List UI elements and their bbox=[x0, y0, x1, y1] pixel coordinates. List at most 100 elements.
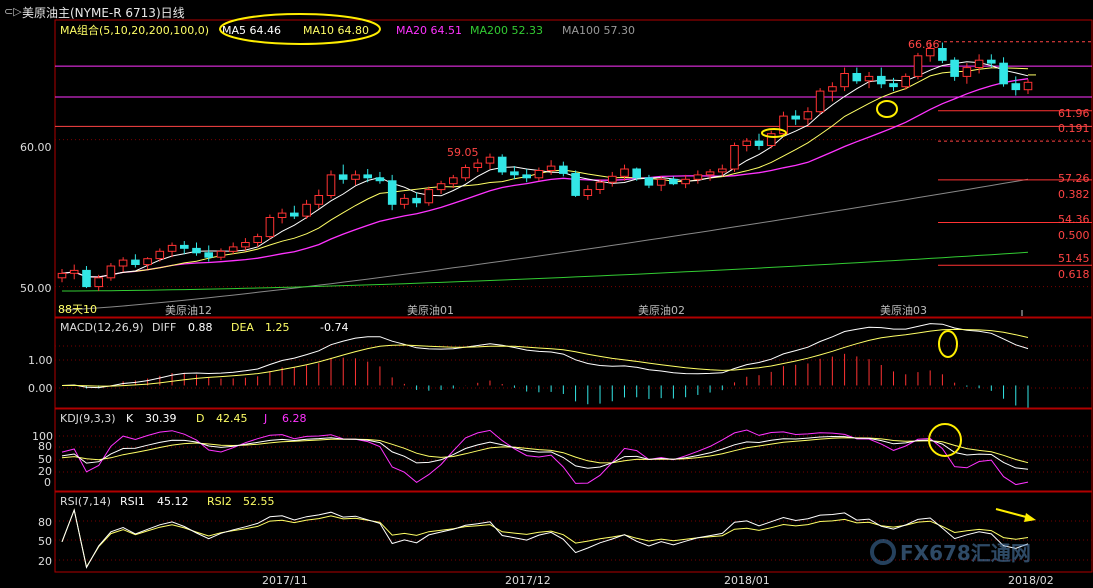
candle-up bbox=[840, 73, 849, 88]
candle-up bbox=[925, 48, 935, 57]
rsi1-label: RSI1 bbox=[120, 495, 145, 508]
fib-ratio-4: 0.618 bbox=[1058, 268, 1090, 281]
ma-highlight-ellipse bbox=[219, 13, 381, 45]
candle-up bbox=[815, 90, 825, 113]
kdj-d-value: 42.45 bbox=[216, 412, 248, 425]
candle-up bbox=[155, 250, 165, 260]
rsi-panel-frame bbox=[54, 491, 1093, 573]
ma20-line bbox=[61, 78, 1029, 278]
candle-up bbox=[302, 203, 311, 217]
candle-up bbox=[608, 175, 617, 183]
rsi2-line bbox=[61, 508, 1029, 569]
price-tick-60: 60.00 bbox=[20, 141, 52, 154]
macd-dea-line bbox=[61, 328, 1029, 387]
candle-down bbox=[950, 59, 959, 77]
kdj-tick-50: 50 bbox=[38, 453, 52, 466]
contract-label-02: 美原油02 bbox=[638, 303, 685, 317]
candles bbox=[57, 41, 1036, 292]
chart-window-icon[interactable]: ⊂▷ bbox=[4, 5, 22, 18]
candle-up bbox=[693, 174, 703, 180]
candle-down bbox=[290, 212, 299, 217]
window-title: 美原油主(NYME-R 6713)日线 bbox=[22, 6, 185, 20]
candle-down bbox=[1011, 83, 1021, 91]
candle-up bbox=[1023, 81, 1033, 91]
kdj-k-line bbox=[61, 435, 1029, 470]
candle-up bbox=[265, 217, 275, 238]
candle-up bbox=[742, 140, 752, 147]
kdj-tick-100: 100 bbox=[32, 430, 53, 443]
fib-ratio-1: 0.191 bbox=[1058, 122, 1090, 135]
candle-up bbox=[118, 259, 128, 267]
kdj-tick-20: 20 bbox=[38, 465, 52, 478]
contract-label-12: 美原油12 bbox=[165, 303, 212, 317]
candle-up bbox=[449, 177, 458, 185]
highlight-ellipse-flat bbox=[761, 128, 787, 138]
candle-down bbox=[999, 62, 1008, 85]
candle-down bbox=[204, 252, 213, 258]
kdj-tick-0: 0 bbox=[44, 476, 51, 489]
ma5-line bbox=[61, 61, 1029, 278]
kdj-tick-80: 80 bbox=[38, 440, 52, 453]
candle-down bbox=[363, 174, 372, 179]
macd-diff-line bbox=[61, 323, 1029, 389]
grid-lines bbox=[55, 41, 1092, 561]
watermark-text: FX678汇通网 bbox=[900, 541, 1031, 565]
macd-diff-label: DIFF bbox=[152, 321, 176, 334]
candle-down bbox=[412, 197, 421, 204]
watermark-logo: FX678汇通网 bbox=[870, 539, 1031, 565]
candle-down bbox=[338, 174, 348, 180]
candle-up bbox=[277, 212, 287, 219]
rsi-label: RSI(7,14) bbox=[60, 495, 111, 508]
candle-down bbox=[852, 73, 862, 82]
candle-up bbox=[216, 250, 226, 258]
ma10-label: MA10 64.80 bbox=[303, 24, 369, 37]
candle-up bbox=[94, 277, 104, 288]
candle-down bbox=[889, 83, 898, 88]
x-label-2018-02: 2018/02 bbox=[1008, 574, 1054, 587]
kdj-j-line bbox=[61, 429, 1029, 486]
kdj-d-label: D bbox=[196, 412, 204, 425]
candle-up bbox=[424, 189, 434, 204]
candle-up bbox=[69, 269, 79, 274]
rsi2-label: RSI2 bbox=[207, 495, 232, 508]
candle-up bbox=[106, 265, 116, 279]
macd-tick-0: 0.00 bbox=[28, 382, 53, 395]
kdj-label: KDJ(9,3,3) bbox=[60, 412, 116, 425]
candle-up bbox=[241, 242, 250, 248]
macd-dea-label: DEA bbox=[231, 321, 254, 334]
contract-label-03: 美原油03 bbox=[880, 303, 927, 317]
ma100-line bbox=[61, 178, 1029, 311]
candle-down bbox=[559, 165, 568, 174]
candle-up bbox=[314, 195, 324, 205]
macd-diff-value: 0.88 bbox=[188, 321, 213, 334]
candle-up bbox=[326, 174, 336, 196]
candle-up bbox=[913, 55, 923, 77]
bottom-note: 88天10 bbox=[58, 303, 97, 316]
fib-price-4: 51.45 bbox=[1058, 252, 1090, 265]
candle-up bbox=[779, 115, 788, 135]
candle-up bbox=[681, 178, 690, 185]
ma20-label: MA20 64.51 bbox=[396, 24, 462, 37]
kdj-k-value: 30.39 bbox=[145, 412, 177, 425]
candle-down bbox=[754, 140, 764, 147]
kdj-k-label: K bbox=[126, 412, 134, 425]
candle-down bbox=[877, 75, 886, 85]
contract-label-01: 美原油01 bbox=[407, 303, 454, 317]
candle-up bbox=[962, 67, 972, 77]
macd-tick-1: 1.00 bbox=[28, 354, 53, 367]
candle-up bbox=[583, 189, 593, 197]
ma-group-label: MA组合(5,10,20,200,100,0) bbox=[60, 23, 209, 37]
x-label-2017-11: 2017/11 bbox=[262, 574, 308, 587]
rsi-tick-20: 20 bbox=[38, 555, 52, 568]
candle-down bbox=[387, 180, 397, 205]
candle-up bbox=[766, 133, 776, 146]
candle-down bbox=[510, 171, 519, 176]
candle-down bbox=[375, 177, 385, 182]
candle-up bbox=[461, 167, 470, 179]
price-tick-50: 50.00 bbox=[20, 282, 52, 295]
candle-up bbox=[705, 171, 715, 176]
title-bar: ⊂▷ 美原油主(NYME-R 6713)日线 bbox=[0, 0, 1093, 22]
candle-up bbox=[400, 197, 409, 205]
kdj-highlight-ellipse bbox=[928, 423, 962, 457]
ma200-line bbox=[62, 251, 1029, 292]
